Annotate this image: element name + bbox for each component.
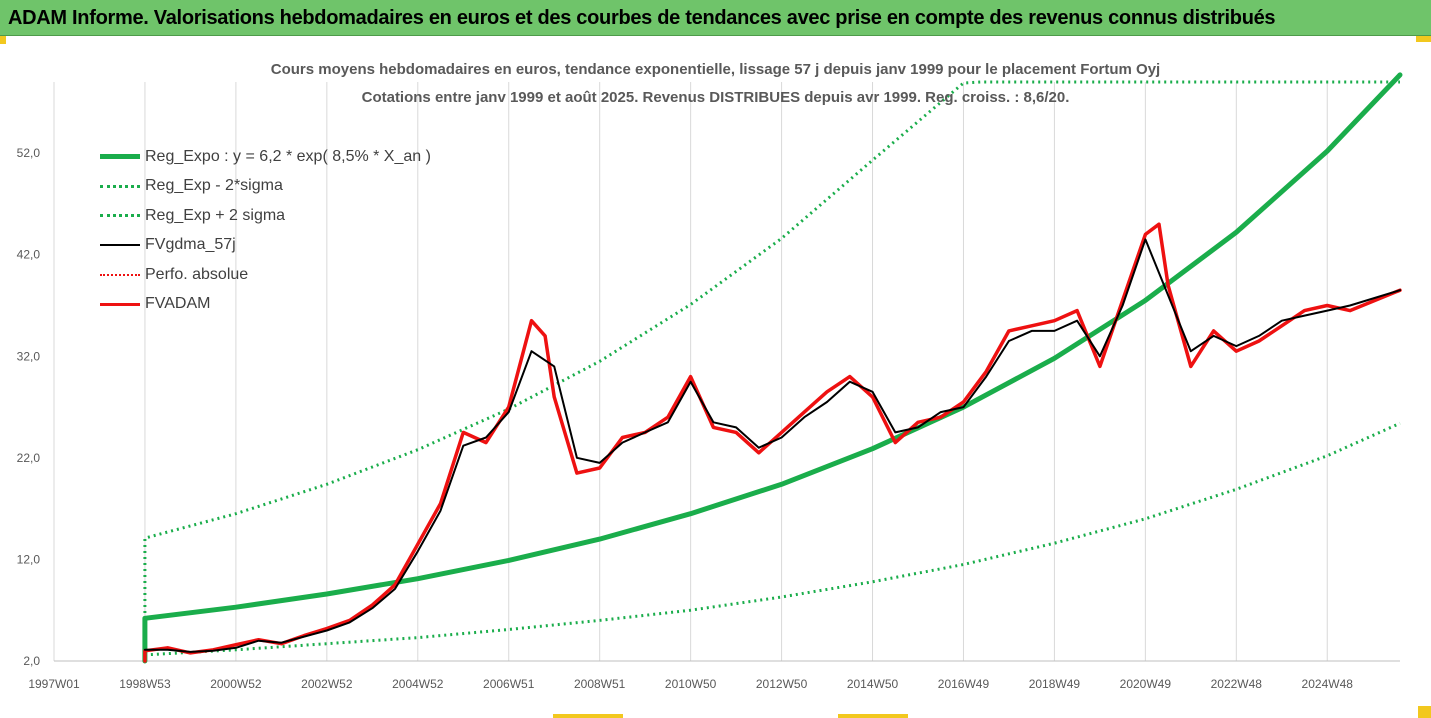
report-banner: ADAM Informe. Valorisations hebdomadaire… [0,0,1431,36]
x-tick-label: 2010W50 [665,677,717,691]
legend-label: Perfo. absolue [145,265,249,283]
legend-swatch [100,273,140,276]
x-gridlines [53,82,1328,661]
corner-marker-bottom-left [553,714,623,718]
x-tick-label: 2022W48 [1211,677,1263,691]
legend-label: FVgdma_57j [145,236,236,254]
legend-swatch [100,244,140,247]
legend-label: Reg_Exp + 2 sigma [145,206,286,224]
legend-swatch [100,214,140,218]
legend-item: Perfo. absolue [100,260,431,290]
x-tick-label: 2008W51 [574,677,626,691]
x-tick-label: 2004W52 [392,677,444,691]
corner-marker-bottom-right [1418,706,1431,718]
x-tick-label: 2018W49 [1029,677,1081,691]
x-tick-label: 2012W50 [756,677,808,691]
series-lines [142,72,1403,664]
x-tick-label: 2016W49 [938,677,990,691]
series-line-2 [143,80,1400,661]
corner-marker-bottom-mid [838,714,908,718]
x-tick-label: 1997W01 [28,677,80,691]
legend-label: Reg_Exp - 2*sigma [145,177,283,195]
x-tick-label: 2006W51 [483,677,535,691]
chart-subtitle: Cotations entre janv 1999 et août 2025. … [361,89,1070,106]
y-tick-label: 12,0 [17,552,41,566]
legend-label: Reg_Expo : y = 6,2 * exp( 8,5% * X_an ) [145,147,431,165]
chart-legend: Reg_Expo : y = 6,2 * exp( 8,5% * X_an ) R… [100,142,431,319]
series-line-0 [142,72,1403,664]
legend-item: Reg_Exp + 2 sigma [100,201,431,231]
y-tick-label: 2,0 [23,654,40,668]
x-tick-label: 1998W53 [119,677,171,691]
y-tick-label: 52,0 [17,146,41,160]
series-line-1 [144,421,1401,657]
corner-marker-top-right [1416,36,1431,42]
series-line-5 [143,222,1402,663]
x-tick-label: 2014W50 [847,677,899,691]
legend-item: FVgdma_57j [100,231,431,261]
x-tick-label: 2020W49 [1120,677,1172,691]
x-tick-label: 2000W52 [210,677,262,691]
legend-swatch [100,154,140,160]
y-tick-labels: 2,0 12,0 22,0 32,0 42,0 52,0 [17,146,41,668]
legend-label: FVADAM [145,295,211,313]
legend-swatch [100,184,140,188]
report-title: ADAM Informe. Valorisations hebdomadaire… [8,7,1276,29]
legend-item: Reg_Expo : y = 6,2 * exp( 8,5% * X_an ) [100,142,431,172]
legend-swatch [100,302,140,306]
x-tick-label: 2024W48 [1302,677,1354,691]
y-tick-label: 22,0 [17,451,41,465]
corner-marker-top-left [0,36,6,44]
y-tick-label: 32,0 [17,349,41,363]
y-tick-label: 42,0 [17,248,41,262]
legend-item: Reg_Exp - 2*sigma [100,172,431,202]
chart-title: Cours moyens hebdomadaires en euros, ten… [270,61,1161,78]
x-tick-label: 2002W52 [301,677,353,691]
legend-item: FVADAM [100,290,431,320]
chart-canvas: 2,0 12,0 22,0 32,0 42,0 52,0 1997W01 1998W53 20… [17,72,1403,691]
series-line-3 [143,238,1401,653]
x-tick-labels: 1997W01 1998W53 2000W52 2002W52 2004W52 2006W… [28,677,1353,691]
